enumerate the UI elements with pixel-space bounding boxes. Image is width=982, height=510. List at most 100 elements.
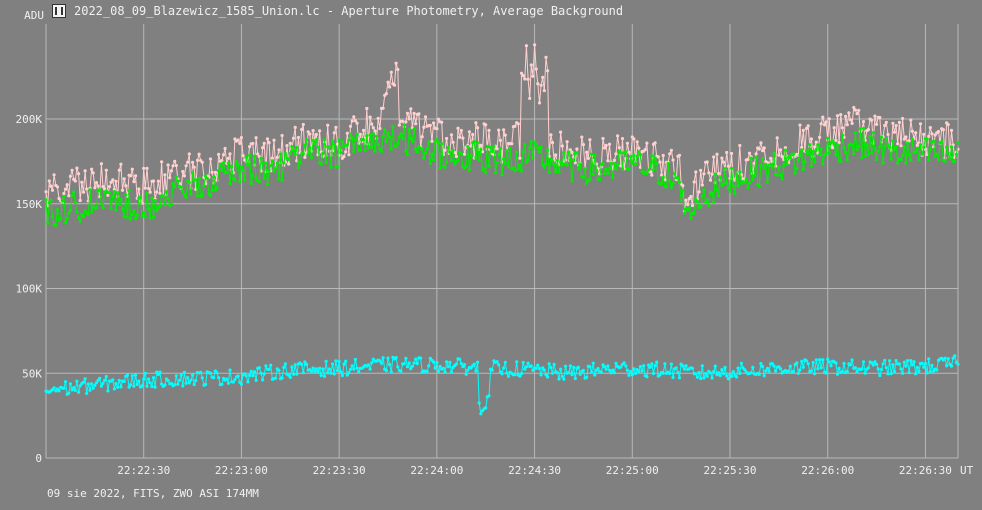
data-point [186,160,190,164]
data-point [140,214,144,218]
data-point [269,164,273,168]
data-point [233,178,237,182]
data-point [835,114,840,118]
data-point [438,364,442,368]
data-point [560,374,564,379]
data-point [384,140,388,144]
data-point [145,192,149,196]
data-point [474,121,478,125]
data-point [598,177,602,182]
data-point [847,111,851,115]
data-point [910,129,915,133]
data-point [888,359,892,363]
data-point [901,371,905,375]
data-point [736,184,740,188]
data-point [606,364,610,368]
data-point [738,143,742,148]
data-point [528,146,532,150]
data-point [930,132,934,136]
data-point [332,372,336,376]
data-point [75,166,79,170]
data-point [769,156,773,160]
data-point [280,133,284,138]
data-point [682,367,687,371]
data-point [601,136,605,141]
data-point [456,158,460,162]
data-point [814,140,818,144]
data-point [205,176,209,180]
data-point [191,170,195,175]
data-point [272,138,276,142]
data-point [546,375,550,379]
data-point [47,201,51,205]
data-point [818,135,822,139]
data-point [472,362,476,366]
data-point [876,367,880,371]
data-point [251,141,255,146]
data-point [352,149,356,153]
data-point [44,190,48,194]
data-point [822,123,827,127]
data-point [922,365,926,369]
data-point [448,150,452,154]
data-point [516,167,520,171]
data-point [918,122,923,126]
data-point [111,378,115,382]
data-point [181,189,185,193]
data-point [708,371,713,375]
data-point [891,363,895,367]
data-point [166,163,170,167]
data-point [130,374,134,378]
data-point [930,363,934,367]
app-icon[interactable] [52,4,66,18]
data-point [506,374,511,378]
data-point [355,132,359,136]
data-point [603,365,607,369]
data-point [272,169,276,173]
data-point [824,120,828,124]
data-point [425,369,429,373]
data-point [607,368,612,372]
data-point [607,142,612,146]
data-point [404,149,408,153]
data-point [363,148,367,152]
data-point [189,378,193,382]
data-point [145,384,149,388]
data-point [559,130,563,134]
data-point [544,373,548,377]
data-point [373,149,377,153]
data-point [894,124,898,128]
data-point [821,162,825,166]
data-point [103,378,107,382]
data-point [949,145,954,149]
data-point [397,135,401,139]
data-point [477,401,481,405]
data-point [604,167,608,171]
data-point [378,126,382,131]
data-point [588,365,592,369]
data-point [389,147,393,151]
data-point [757,184,761,188]
data-point [883,123,887,128]
data-point [70,193,74,197]
data-point [233,378,237,382]
data-point [567,150,571,154]
data-point [915,146,919,151]
data-point [818,358,822,362]
data-point [379,149,384,153]
data-point [630,373,634,377]
data-point [49,198,53,202]
data-point [590,152,594,156]
data-point [432,158,436,162]
data-point [650,362,654,366]
data-point [801,167,805,171]
data-point [645,172,649,176]
data-point [459,361,463,366]
data-point [775,136,779,140]
data-point [673,172,677,176]
data-point [896,142,900,146]
y-axis-label: ADU [24,9,44,22]
data-point [816,143,820,147]
data-point [531,74,535,78]
data-point [676,370,680,375]
